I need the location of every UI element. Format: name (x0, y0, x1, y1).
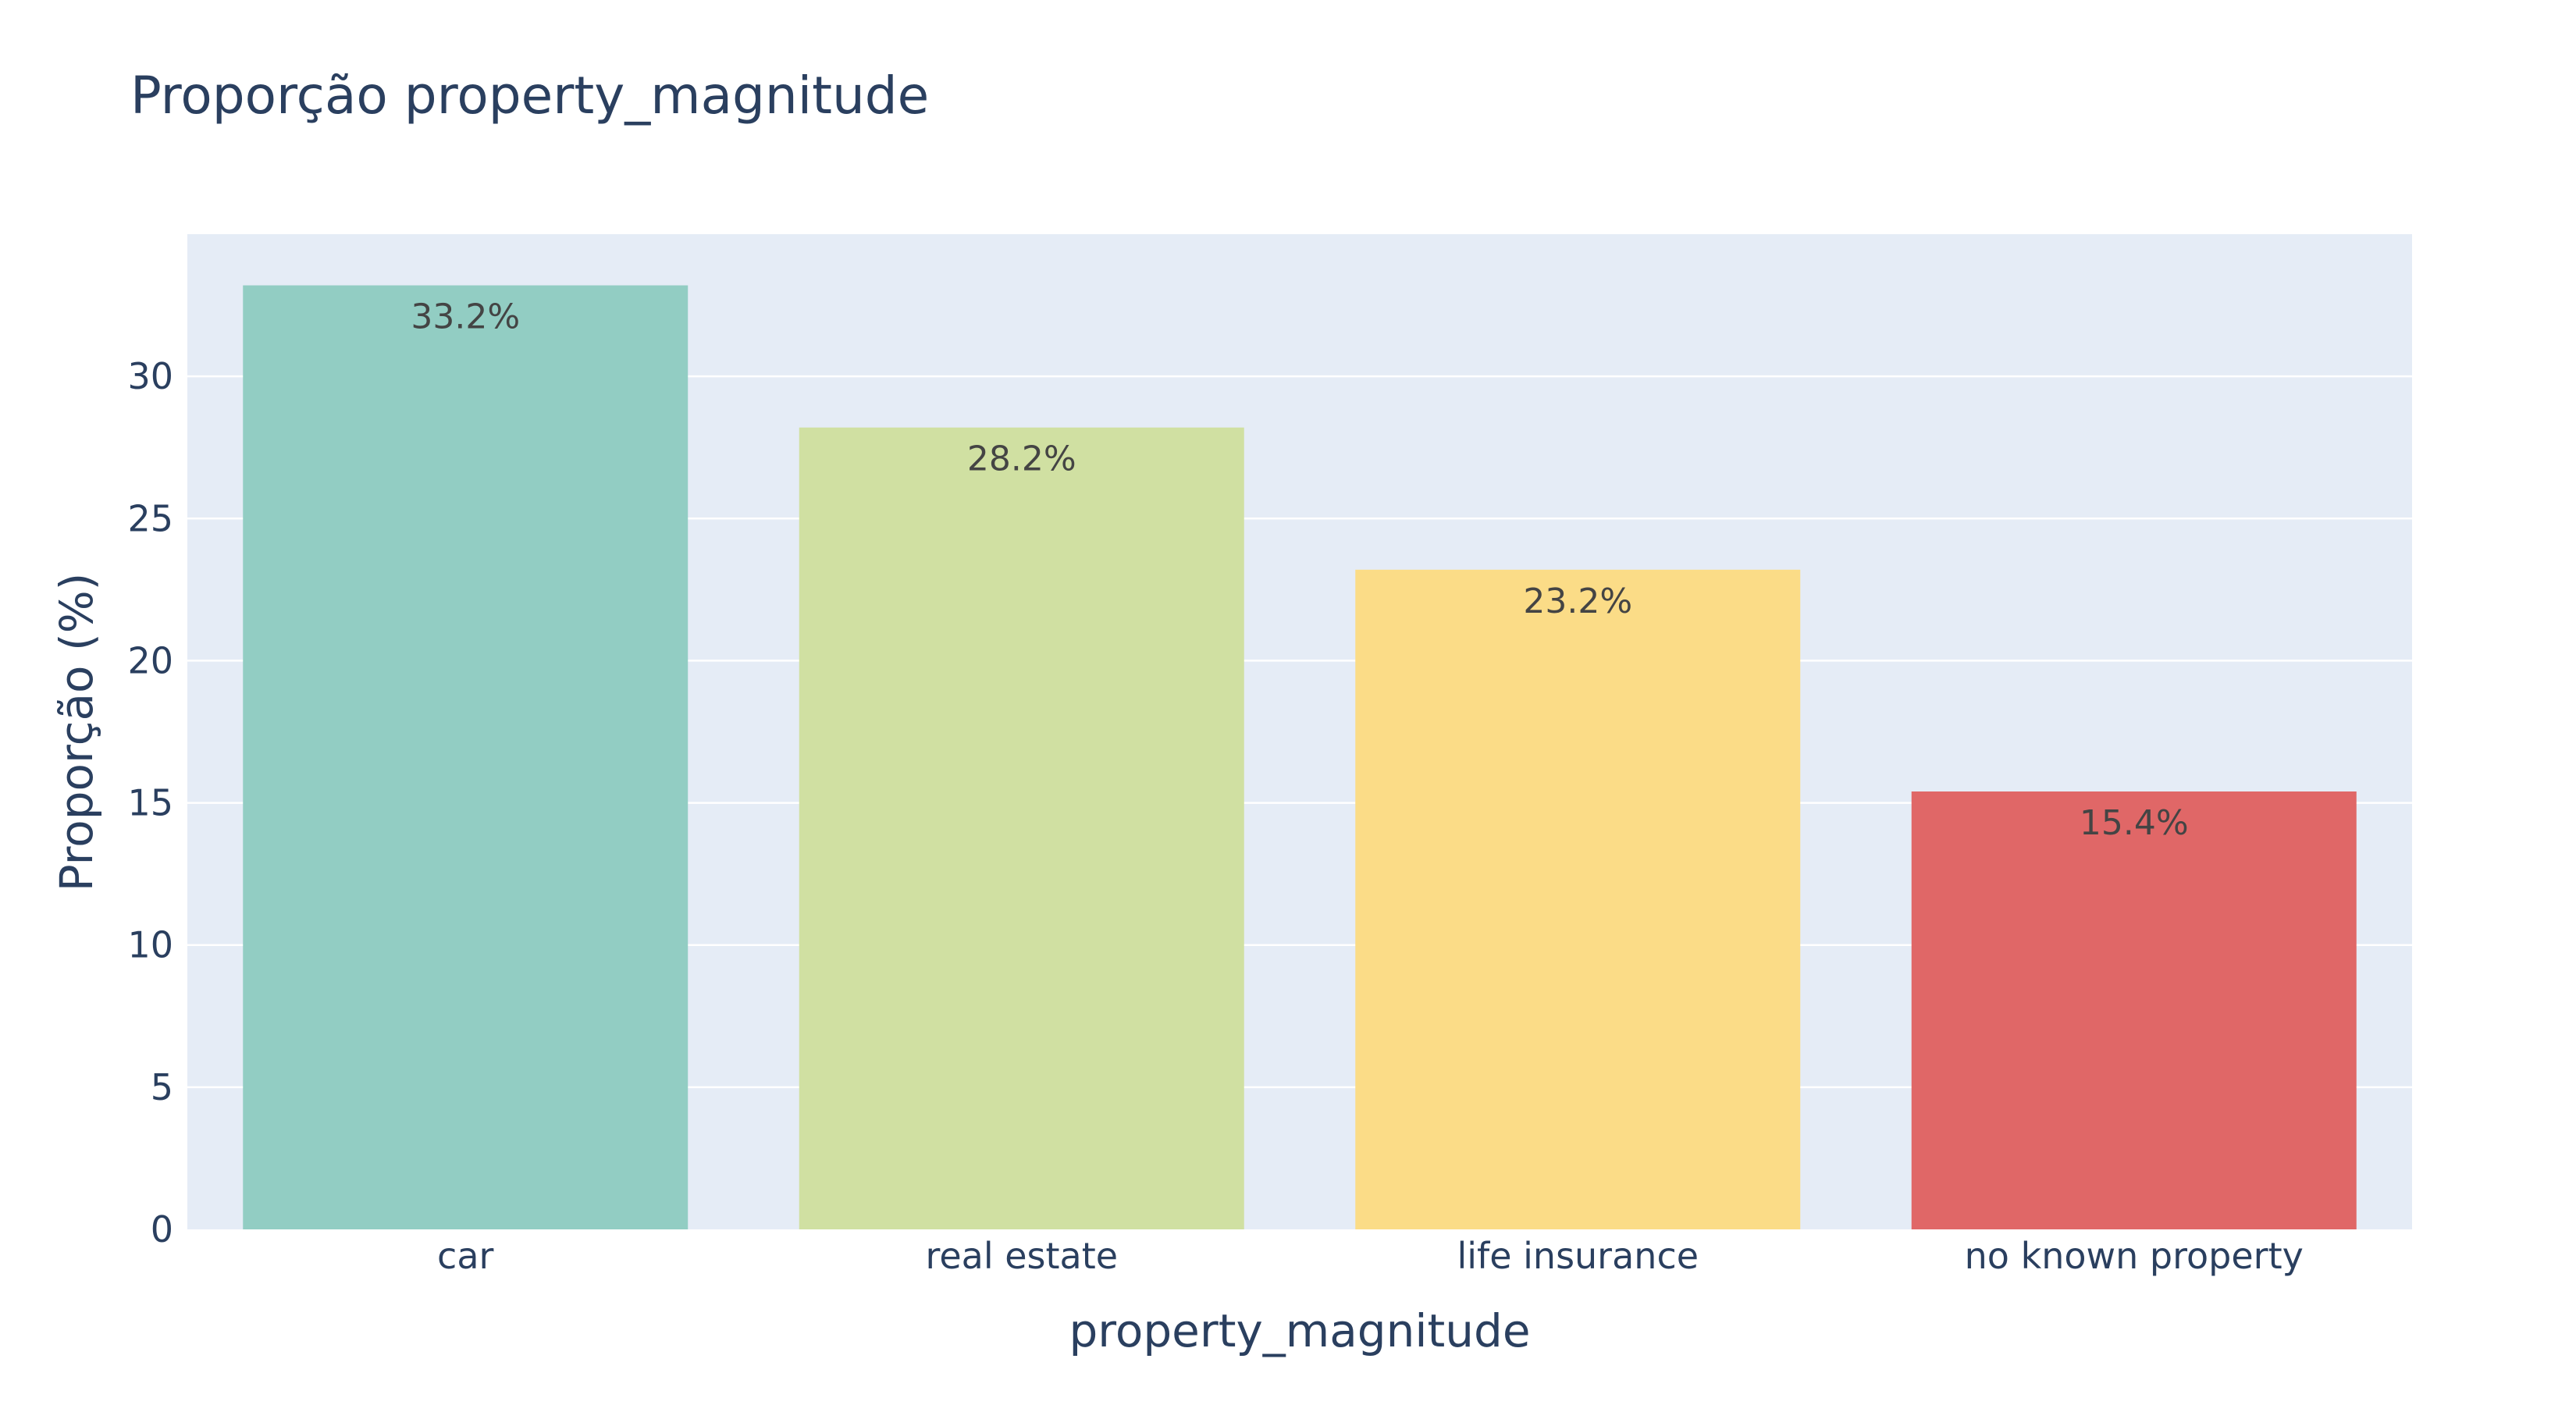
y-tick-label: 5 (151, 1066, 173, 1108)
x-tick-labels: car real estate life insurance no known pro… (437, 1235, 2304, 1277)
x-tick-label: life insurance (1457, 1235, 1699, 1277)
bar (1355, 569, 1801, 1229)
y-tick-label: 20 (127, 639, 173, 681)
y-tick-label: 10 (127, 924, 173, 966)
y-tick-label: 30 (127, 355, 173, 397)
y-tick-labels: 0 5 10 15 20 25 30 (127, 355, 173, 1250)
chart-title: Proporção property_magnitude (130, 66, 929, 126)
y-tick-label: 15 (127, 782, 173, 824)
y-tick-label: 0 (151, 1208, 173, 1250)
x-tick-label: real estate (925, 1235, 1118, 1277)
bar-value-label: 33.2% (411, 297, 520, 337)
x-axis-title: property_magnitude (1069, 1304, 1530, 1357)
bar (1911, 791, 2357, 1229)
y-axis-title: Proporção (%) (50, 573, 103, 892)
bar-value-label: 23.2% (1523, 582, 1632, 621)
bar-value-label: 15.4% (2080, 803, 2189, 843)
bar (243, 285, 688, 1230)
value-labels: 33.2% 28.2% 23.2% 15.4% (411, 297, 2188, 843)
bar-value-label: 28.2% (967, 439, 1076, 479)
bar (799, 427, 1244, 1229)
bars (243, 285, 2357, 1230)
x-tick-label: no known property (1965, 1235, 2304, 1277)
y-tick-label: 25 (127, 497, 173, 539)
x-tick-label: car (437, 1235, 493, 1277)
